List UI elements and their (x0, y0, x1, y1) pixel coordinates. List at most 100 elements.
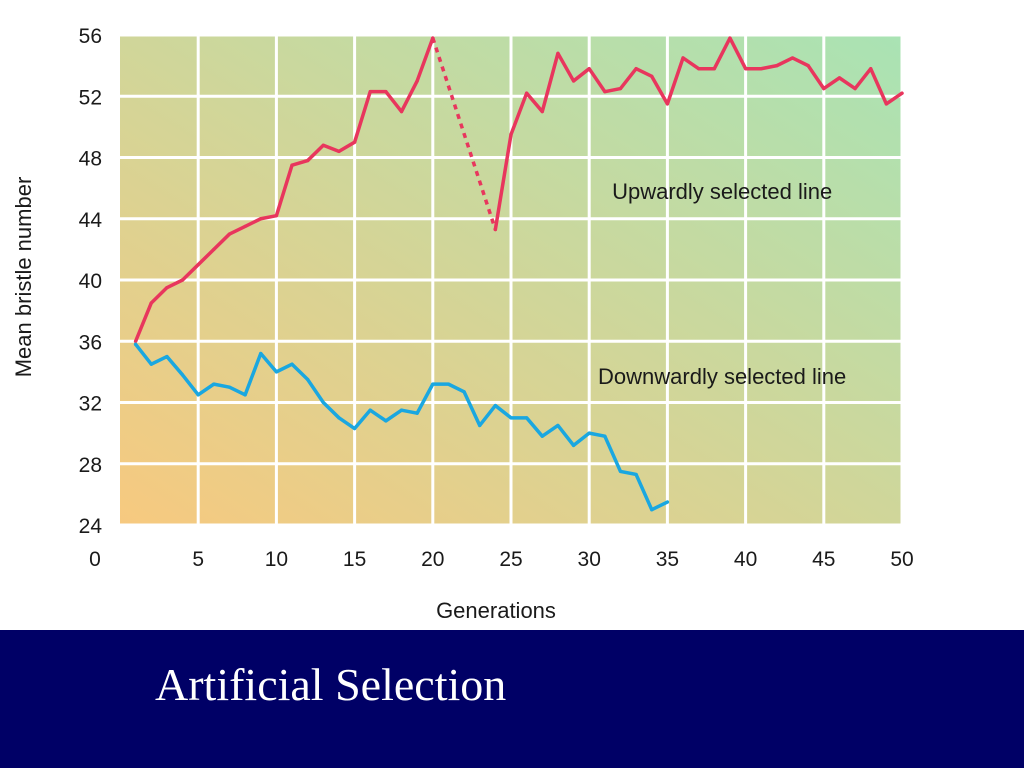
y-tick-label: 32 (79, 393, 102, 416)
series-point (259, 351, 263, 356)
data-series (133, 36, 904, 512)
series-point (149, 301, 153, 305)
series-point (634, 67, 638, 71)
series-point (900, 91, 904, 95)
y-tick-label: 28 (79, 454, 102, 477)
series-point (165, 354, 169, 359)
y-tick-label: 52 (79, 86, 102, 109)
series-point (681, 56, 685, 60)
series-point (384, 419, 388, 423)
series-point (556, 423, 560, 428)
series-point (509, 132, 513, 137)
series-point (180, 278, 185, 282)
series-point (603, 90, 607, 94)
x-tick-label: 15 (343, 548, 366, 571)
series-point (618, 469, 623, 474)
series-line-0 (133, 36, 435, 343)
x-tick-label: 40 (734, 548, 757, 571)
series-point (165, 286, 169, 290)
series-annotations: Upwardly selected line Downwardly selecte… (598, 179, 846, 389)
series-point (290, 362, 294, 366)
series-point (775, 64, 779, 68)
series-point (368, 408, 372, 412)
series-point (321, 143, 325, 147)
series-point (728, 36, 732, 40)
bristle-number-line-chart: 24 28 32 36 40 44 48 52 56 0 5 10 15 20 25 30 35 40 45 50 U… (11, 25, 914, 623)
series-point (650, 74, 654, 78)
series-point (869, 67, 873, 71)
series-point (525, 91, 529, 95)
series-line-1 (431, 37, 498, 231)
series-point (853, 86, 857, 91)
axis-tick-labels: 24 28 32 36 40 44 48 52 56 0 5 10 15 20 25 30 35 40 45 50 (79, 25, 914, 571)
series-point (306, 158, 310, 163)
series-annotation: Upwardly selected line (612, 179, 832, 204)
x-tick-label: 30 (578, 548, 601, 571)
series-point (509, 416, 513, 420)
series-point (368, 90, 372, 94)
series-point (744, 67, 748, 71)
series-point (274, 214, 278, 218)
series-point (556, 51, 560, 55)
series-point (806, 64, 810, 68)
chart-area: 24 28 32 36 40 44 48 52 56 0 5 10 15 20 25 30 35 40 45 50 U… (11, 25, 914, 623)
series-point (478, 423, 482, 428)
series-point (399, 109, 404, 114)
series-point (353, 426, 357, 431)
series-point (415, 411, 419, 415)
series-point (196, 393, 200, 397)
y-tick-label: 48 (79, 148, 102, 171)
series-point (618, 86, 623, 91)
series-point (431, 36, 435, 40)
series-point (603, 434, 607, 438)
series-point (134, 342, 138, 346)
series-point (243, 224, 247, 229)
series-point (149, 362, 153, 366)
series-point (650, 508, 654, 512)
x-tick-label: 0 (89, 548, 101, 571)
series-point (587, 67, 591, 71)
x-tick-label: 20 (421, 548, 444, 571)
y-tick-label: 40 (79, 270, 102, 293)
series-point (493, 227, 497, 232)
y-tick-label: 44 (79, 209, 103, 232)
series-point (306, 377, 310, 382)
grid-lines (120, 33, 904, 527)
series-point (274, 370, 278, 374)
y-tick-label: 56 (79, 25, 102, 48)
series-point (399, 408, 404, 412)
series-point (540, 109, 544, 114)
x-tick-label: 50 (890, 548, 913, 571)
series-point (665, 102, 670, 106)
series-point (134, 339, 138, 343)
series-point (587, 431, 591, 435)
series-point (571, 443, 576, 447)
series-point (790, 56, 795, 60)
x-tick-label: 35 (656, 548, 679, 571)
series-point (837, 76, 842, 80)
series-point (822, 86, 826, 91)
series-point (697, 67, 701, 71)
series-point (571, 79, 576, 83)
y-tick-label: 24 (79, 515, 103, 538)
series-point (196, 263, 200, 267)
series-point (227, 232, 232, 236)
series-point (290, 163, 294, 167)
series-point (384, 90, 388, 94)
x-tick-label: 25 (499, 548, 522, 571)
series-point (337, 416, 341, 420)
slide-title: Artificial Selection (155, 659, 507, 710)
series-point (525, 416, 529, 420)
title-banner: Artificial Selection (0, 630, 1024, 768)
x-tick-label: 10 (265, 548, 288, 571)
series-point (759, 67, 763, 71)
series-point (665, 500, 670, 504)
series-point (212, 382, 216, 386)
y-tick-label: 36 (79, 331, 102, 354)
series-point (493, 403, 497, 408)
series-point (243, 393, 247, 397)
y-axis-title: Mean bristle number (11, 177, 36, 378)
series-point (321, 400, 325, 405)
x-axis-title: Generations (436, 598, 556, 623)
series-point (462, 390, 466, 394)
